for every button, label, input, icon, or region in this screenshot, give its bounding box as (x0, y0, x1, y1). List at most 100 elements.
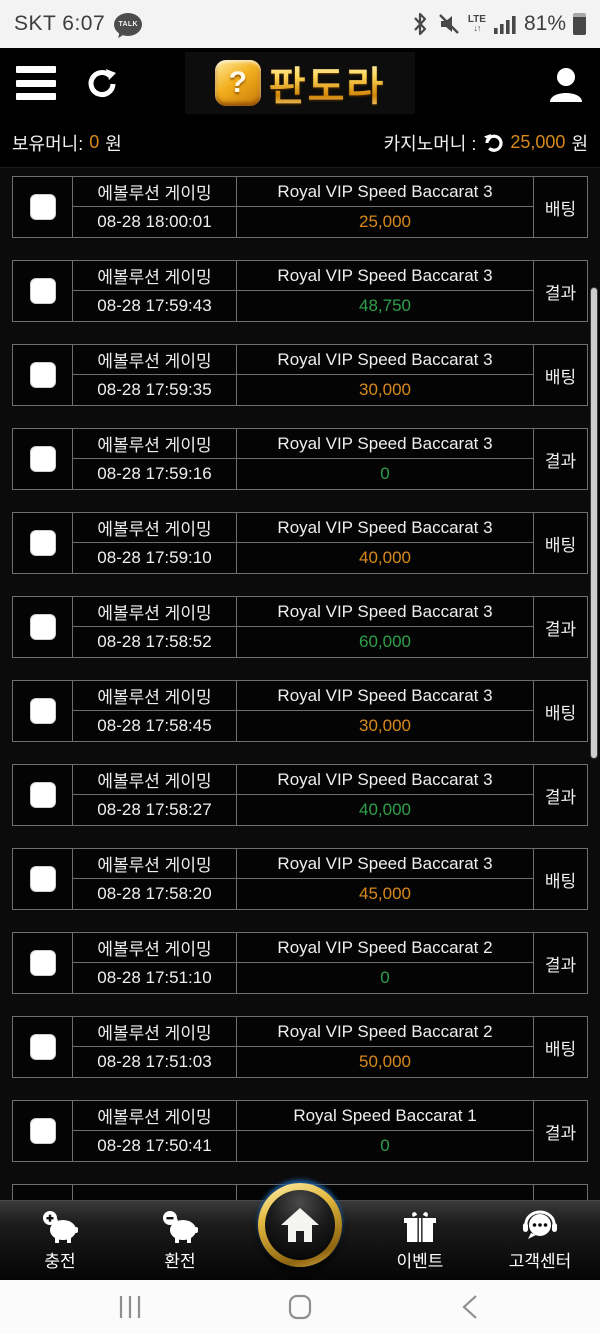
row-checkbox[interactable] (29, 866, 56, 892)
amount-cell: 0 (236, 963, 533, 993)
row-checkbox[interactable] (29, 1118, 56, 1144)
row-checkbox-cell (13, 1101, 72, 1161)
badge-cell: 결과 (533, 765, 587, 825)
lte-arrows: ↓↑ (473, 23, 481, 33)
amount-cell: 48,750 (236, 291, 533, 321)
provider-cell: 에볼루션 게이밍 (72, 849, 236, 879)
app-header: ? 판도라 (0, 48, 600, 118)
row-checkbox[interactable] (29, 362, 56, 388)
provider-cell: 에볼루션 게이밍 (72, 429, 236, 459)
carrier-time-text: SKT 6:07 (14, 12, 106, 35)
row-checkbox-cell (13, 177, 72, 237)
table-row: 에볼루션 게이밍 08-28 18:00:01 Royal VIP Speed … (12, 176, 588, 238)
row-checkbox[interactable] (29, 1034, 56, 1060)
badge-cell: 결과 (533, 933, 587, 993)
row-checkbox[interactable] (29, 782, 56, 808)
time-cell: 08-28 17:59:35 (72, 375, 236, 405)
piggy-minus-icon (163, 1211, 198, 1243)
nav-label-support: 고객센터 (508, 1252, 572, 1271)
bet-rows: 에볼루션 게이밍 08-28 18:00:01 Royal VIP Speed … (0, 176, 600, 1162)
time-cell: 08-28 17:59:43 (72, 291, 236, 321)
provider-cell: 에볼루션 게이밍 (72, 261, 236, 291)
badge-cell: 배팅 (533, 513, 587, 573)
badge-cell: 결과 (533, 597, 587, 657)
refresh-button[interactable] (84, 66, 120, 102)
nav-label-event: 이벤트 (396, 1252, 444, 1271)
table-row: 에볼루션 게이밍 08-28 17:58:20 Royal VIP Speed … (12, 848, 588, 910)
nav-item-charge[interactable]: 충전 (0, 1201, 120, 1280)
time-cell: 08-28 17:59:16 (72, 459, 236, 489)
table-row: 에볼루션 게이밍 08-28 17:51:03 Royal VIP Speed … (12, 1016, 588, 1078)
refresh-small-icon (484, 133, 503, 152)
casino-money: 카지노머니 : 25,000 원 (384, 130, 588, 156)
row-checkbox-cell (13, 429, 72, 489)
row-checkbox-cell (13, 345, 72, 405)
badge-cell: 배팅 (533, 345, 587, 405)
amount-cell: 40,000 (236, 543, 533, 573)
casino-money-refresh-button[interactable] (482, 132, 504, 154)
row-checkbox[interactable] (29, 698, 56, 724)
row-checkbox[interactable] (29, 950, 56, 976)
nav-home-button[interactable] (258, 1183, 342, 1267)
provider-cell: 에볼루션 게이밍 (72, 765, 236, 795)
game-cell: Royal VIP Speed Baccarat 3 (236, 849, 533, 879)
nav-item-support[interactable]: 고객센터 (480, 1201, 600, 1280)
amount-cell: 30,000 (236, 375, 533, 405)
mute-icon (438, 14, 459, 34)
back-button[interactable] (450, 1289, 490, 1325)
own-money-value: 0 (89, 132, 100, 152)
scrollbar-thumb[interactable] (591, 288, 597, 758)
row-checkbox[interactable] (29, 278, 56, 304)
recents-button[interactable] (110, 1289, 150, 1325)
row-checkbox[interactable] (29, 446, 56, 472)
provider-cell: 에볼루션 게이밍 (72, 1101, 236, 1131)
android-nav-bar (0, 1280, 600, 1333)
row-checkbox[interactable] (29, 614, 56, 640)
logo-question-icon: ? (214, 60, 261, 106)
time-cell: 08-28 17:58:45 (72, 711, 236, 741)
battery-icon (573, 13, 586, 35)
app-logo[interactable]: ? 판도라 (185, 52, 415, 114)
menu-button[interactable] (16, 66, 56, 100)
provider-cell: 에볼루션 게이밍 (72, 513, 236, 543)
home-nav-button[interactable] (280, 1289, 320, 1325)
status-bar: SKT 6:07 TALK LTE ↓↑ 81% (0, 0, 600, 48)
badge-cell: 배팅 (533, 177, 587, 237)
amount-cell: 0 (236, 1131, 533, 1161)
badge-cell: 결과 (533, 1101, 587, 1161)
table-row: 에볼루션 게이밍 08-28 17:51:10 Royal VIP Speed … (12, 932, 588, 994)
lte-label: LTE (467, 14, 486, 25)
row-checkbox[interactable] (29, 194, 56, 220)
provider-cell: 에볼루션 게이밍 (72, 597, 236, 627)
provider-cell: 에볼루션 게이밍 (72, 681, 236, 711)
own-money-unit: 원 (105, 133, 122, 154)
profile-button[interactable] (544, 62, 588, 106)
bluetooth-icon (413, 12, 426, 36)
table-row: 에볼루션 게이밍 08-28 17:58:52 Royal VIP Speed … (12, 596, 588, 658)
time-cell: 08-28 18:00:01 (72, 207, 236, 237)
amount-cell: 60,000 (236, 627, 533, 657)
game-cell: Royal VIP Speed Baccarat 2 (236, 1017, 533, 1047)
badge-cell: 결과 (533, 261, 587, 321)
badge-cell: 배팅 (533, 1017, 587, 1077)
game-cell: Royal VIP Speed Baccarat 3 (236, 681, 533, 711)
status-bar-right: LTE ↓↑ 81% (410, 12, 586, 36)
nav-item-event[interactable]: 이벤트 (360, 1201, 480, 1280)
casino-money-label: 카지노머니 : (383, 133, 477, 154)
own-money-label: 보유머니: (12, 133, 84, 154)
amount-cell: 45,000 (236, 879, 533, 909)
time-cell: 08-28 17:50:41 (72, 1131, 236, 1161)
table-row: 에볼루션 게이밍 08-28 17:59:16 Royal VIP Speed … (12, 428, 588, 490)
nav-item-exchange[interactable]: 환전 (120, 1201, 240, 1280)
badge-cell: 결과 (533, 429, 587, 489)
table-row: 에볼루션 게이밍 08-28 17:59:10 Royal VIP Speed … (12, 512, 588, 574)
game-cell: Royal Speed Baccarat 1 (236, 1101, 533, 1131)
row-checkbox-cell (13, 261, 72, 321)
row-checkbox[interactable] (29, 530, 56, 556)
provider-cell: 에볼루션 게이밍 (72, 933, 236, 963)
row-checkbox-cell (13, 849, 72, 909)
refresh-icon (88, 69, 116, 98)
nav-label-exchange: 환전 (164, 1252, 196, 1271)
game-cell: Royal VIP Speed Baccarat 3 (236, 345, 533, 375)
